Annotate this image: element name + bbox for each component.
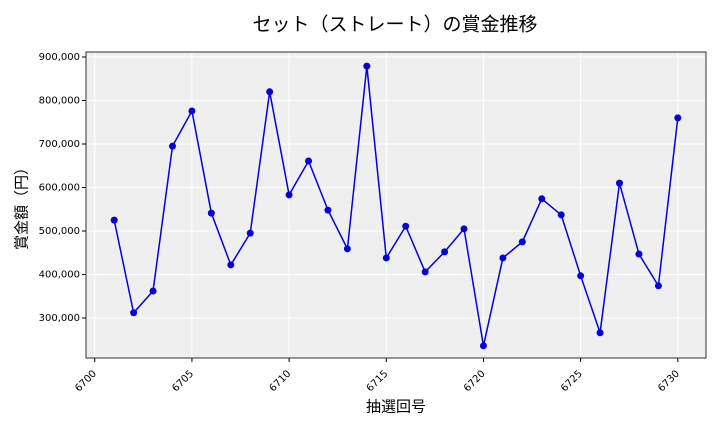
data-point (596, 329, 604, 337)
data-point (343, 245, 351, 253)
y-tick-label: 800,000 (39, 95, 80, 106)
y-tick-label: 700,000 (39, 139, 80, 150)
data-point (674, 114, 682, 122)
data-point (227, 261, 235, 269)
data-point (382, 254, 390, 262)
y-tick-label: 500,000 (39, 226, 80, 237)
data-point (168, 142, 176, 150)
data-point (654, 282, 662, 290)
data-point (479, 342, 487, 350)
data-point (499, 254, 507, 262)
data-point (305, 157, 313, 165)
x-axis-label: 抽選回号 (366, 398, 426, 416)
data-point (130, 309, 138, 317)
data-point (246, 229, 254, 237)
data-point (188, 107, 196, 115)
plot-area (86, 52, 706, 358)
data-point (460, 225, 468, 233)
x-tick-label: 6715 (365, 368, 391, 394)
data-point (577, 272, 585, 280)
y-tick-label: 400,000 (39, 269, 80, 280)
y-tick-label: 900,000 (39, 52, 80, 63)
data-point (402, 222, 410, 230)
data-point (441, 248, 449, 256)
series-line (113, 66, 679, 346)
x-tick-label: 6700 (73, 368, 99, 394)
data-point (557, 211, 565, 219)
x-tick-label: 6725 (559, 368, 585, 394)
plot-frame (85, 51, 707, 359)
data-point (421, 268, 429, 276)
y-axis-label: 賞金額（円） (13, 160, 31, 250)
data-point (616, 179, 624, 187)
x-tick-label: 6730 (656, 368, 682, 394)
data-point (324, 206, 332, 214)
x-tick-label: 6710 (268, 368, 294, 394)
y-tick-label: 600,000 (39, 182, 80, 193)
x-tick-label: 6720 (462, 368, 488, 394)
data-point (266, 88, 274, 96)
data-point (363, 62, 371, 70)
data-point (149, 287, 157, 295)
data-point (538, 195, 546, 203)
data-point (285, 191, 293, 199)
data-point (635, 250, 643, 258)
data-point (518, 238, 526, 246)
x-tick-label: 6705 (170, 368, 196, 394)
y-tick-label: 300,000 (39, 313, 80, 324)
data-point (207, 209, 215, 217)
chart-title: セット（ストレート）の賞金推移 (252, 14, 537, 36)
data-point (110, 216, 118, 224)
